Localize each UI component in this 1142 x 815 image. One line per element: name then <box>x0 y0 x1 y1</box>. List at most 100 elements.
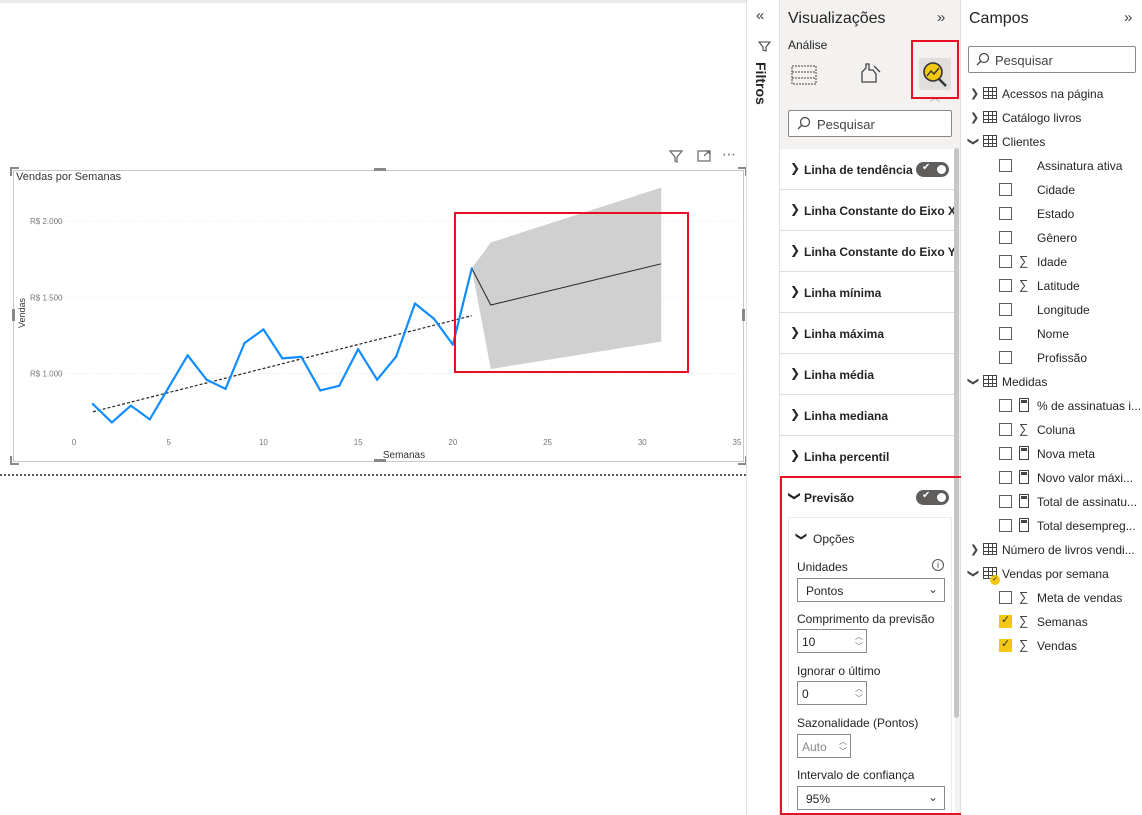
table-vendas-semana[interactable]: ❯ ✓ Vendas por semana <box>961 562 1142 586</box>
section-min-line[interactable]: ❯ Linha mínima <box>780 272 955 313</box>
resize-handle-bottom[interactable] <box>374 459 386 462</box>
field-checkbox[interactable] <box>999 207 1012 220</box>
field-label: Meta de vendas <box>1037 591 1123 605</box>
resize-handle-tl[interactable] <box>10 167 19 176</box>
field-checkbox[interactable] <box>999 183 1012 196</box>
in-use-check-icon: ✓ <box>990 575 1000 585</box>
field-label: Nova meta <box>1037 447 1096 461</box>
table-acessos[interactable]: ❯ Acessos na página <box>961 82 1142 106</box>
section-median-line[interactable]: ❯ Linha mediana <box>780 395 955 436</box>
more-options-icon[interactable]: ⋯ <box>722 146 737 162</box>
section-y-constant-line[interactable]: ❯ Linha Constante do Eixo Y <box>780 231 956 272</box>
canvas-top-border <box>0 0 746 3</box>
field-checkbox[interactable] <box>999 231 1012 244</box>
data-point <box>186 354 189 357</box>
forecast-toggle[interactable]: ✔ <box>916 490 949 505</box>
ignore-last-stepper[interactable]: 0 ︿ ﹀ <box>797 681 867 705</box>
forecast-length-stepper[interactable]: 10 ︿ ﹀ <box>797 629 867 653</box>
stepper-down-icon[interactable]: ﹀ <box>839 747 847 756</box>
chevron-right-icon: ❯ <box>790 366 801 380</box>
field-label: Cidade <box>1037 183 1076 197</box>
visualizations-search-input[interactable]: Pesquisar <box>788 110 952 137</box>
field-row[interactable]: Total desempreg... <box>961 514 1142 538</box>
field-row[interactable]: ∑ Coluna <box>961 418 1142 442</box>
field-checkbox[interactable] <box>999 255 1012 268</box>
field-row[interactable]: ∑ Idade <box>961 250 1142 274</box>
scrollbar[interactable] <box>954 148 959 718</box>
stepper-up-icon[interactable]: ︿ <box>855 684 863 693</box>
table-numero-livros[interactable]: ❯ Número de livros vendi... <box>961 538 1142 562</box>
field-row[interactable]: ∑ Semanas <box>961 610 1142 634</box>
field-checkbox[interactable] <box>999 303 1012 316</box>
info-icon[interactable]: i <box>932 559 944 571</box>
section-average-line[interactable]: ❯ Linha média <box>780 354 955 395</box>
resize-handle-right[interactable] <box>742 309 745 321</box>
field-label: % de assinatuas i... <box>1037 399 1142 413</box>
analytics-tab-icon[interactable] <box>919 58 951 90</box>
stepper-down-icon[interactable]: ﹀ <box>855 694 863 703</box>
field-row[interactable]: Nome <box>961 322 1142 346</box>
section-label: Linha mediana <box>804 409 889 423</box>
field-row[interactable]: Assinatura ativa <box>961 154 1142 178</box>
measures-table-icon <box>983 375 997 387</box>
field-row[interactable]: Novo valor máxi... <box>961 466 1142 490</box>
stepper-down-icon[interactable]: ﹀ <box>855 642 863 651</box>
field-checkbox[interactable] <box>999 327 1012 340</box>
resize-handle-top[interactable] <box>374 168 386 171</box>
field-checkbox[interactable] <box>999 351 1012 364</box>
field-checkbox[interactable] <box>999 447 1012 460</box>
units-dropdown[interactable]: Pontos ⌄ <box>797 578 945 602</box>
field-checkbox[interactable] <box>999 519 1012 532</box>
field-row[interactable]: Gênero <box>961 226 1142 250</box>
field-row[interactable]: Total de assinatu... <box>961 490 1142 514</box>
forecast-header[interactable]: ❯ Previsão ✔ <box>780 477 955 518</box>
field-checkbox[interactable] <box>999 471 1012 484</box>
chevron-down-icon: ❯ <box>967 568 980 579</box>
field-row[interactable]: % de assinatuas i... <box>961 394 1142 418</box>
field-checkbox[interactable] <box>999 279 1012 292</box>
field-checkbox[interactable] <box>999 495 1012 508</box>
stepper-up-icon[interactable]: ︿ <box>855 632 863 641</box>
filters-pane-collapsed[interactable]: « Filtros <box>746 0 780 815</box>
expand-right-icon[interactable]: » <box>937 9 946 26</box>
seasonality-stepper[interactable]: Auto ︿ ﹀ <box>797 734 851 758</box>
line-chart-visual[interactable]: Vendas por Semanas R$ 1.000 R$ 1.500 R$ 2.… <box>13 170 744 462</box>
focus-mode-icon[interactable] <box>696 148 712 167</box>
table-catalogo[interactable]: ❯ Catálogo livros <box>961 106 1142 130</box>
field-row[interactable]: Profissão <box>961 346 1142 370</box>
data-point <box>110 421 114 424</box>
collapse-left-icon[interactable]: « <box>756 7 765 24</box>
confidence-interval-dropdown[interactable]: 95% ⌄ <box>797 786 945 810</box>
expand-right-icon[interactable]: » <box>1124 9 1133 26</box>
section-x-constant-line[interactable]: ❯ Linha Constante do Eixo X <box>780 190 956 231</box>
field-checkbox[interactable] <box>999 159 1012 172</box>
field-row[interactable]: ∑ Vendas <box>961 634 1142 658</box>
field-row[interactable]: Nova meta <box>961 442 1142 466</box>
section-trend-line[interactable]: ❯ Linha de tendência ✔ <box>780 149 955 190</box>
format-tab-icon[interactable] <box>854 58 886 90</box>
section-percentile-line[interactable]: ❯ Linha percentil <box>780 436 955 477</box>
field-checkbox-checked[interactable] <box>999 637 1012 652</box>
field-checkbox[interactable] <box>999 591 1012 604</box>
data-point <box>262 328 265 331</box>
field-row[interactable]: ∑ Meta de vendas <box>961 586 1142 610</box>
field-row[interactable]: Longitude <box>961 298 1142 322</box>
fields-search-input[interactable]: Pesquisar <box>968 46 1136 73</box>
resize-handle-bl[interactable] <box>10 456 19 465</box>
field-checkbox[interactable] <box>999 423 1012 436</box>
resize-handle-left[interactable] <box>12 309 15 321</box>
fields-tab-icon[interactable] <box>788 58 820 90</box>
options-label[interactable]: Opções <box>813 532 855 546</box>
field-row[interactable]: Cidade <box>961 178 1142 202</box>
table-medidas[interactable]: ❯ Medidas <box>961 370 1142 394</box>
field-row[interactable]: Estado <box>961 202 1142 226</box>
field-checkbox[interactable] <box>999 399 1012 412</box>
filters-label[interactable]: Filtros <box>753 62 769 105</box>
field-row[interactable]: ∑ Latitude <box>961 274 1142 298</box>
field-checkbox-checked[interactable] <box>999 613 1012 628</box>
trend-line-toggle[interactable]: ✔ <box>916 162 949 177</box>
filter-icon[interactable] <box>668 148 684 167</box>
stepper-up-icon[interactable]: ︿ <box>839 737 847 746</box>
section-max-line[interactable]: ❯ Linha máxima <box>780 313 955 354</box>
table-clientes[interactable]: ❯ Clientes <box>961 130 1142 154</box>
